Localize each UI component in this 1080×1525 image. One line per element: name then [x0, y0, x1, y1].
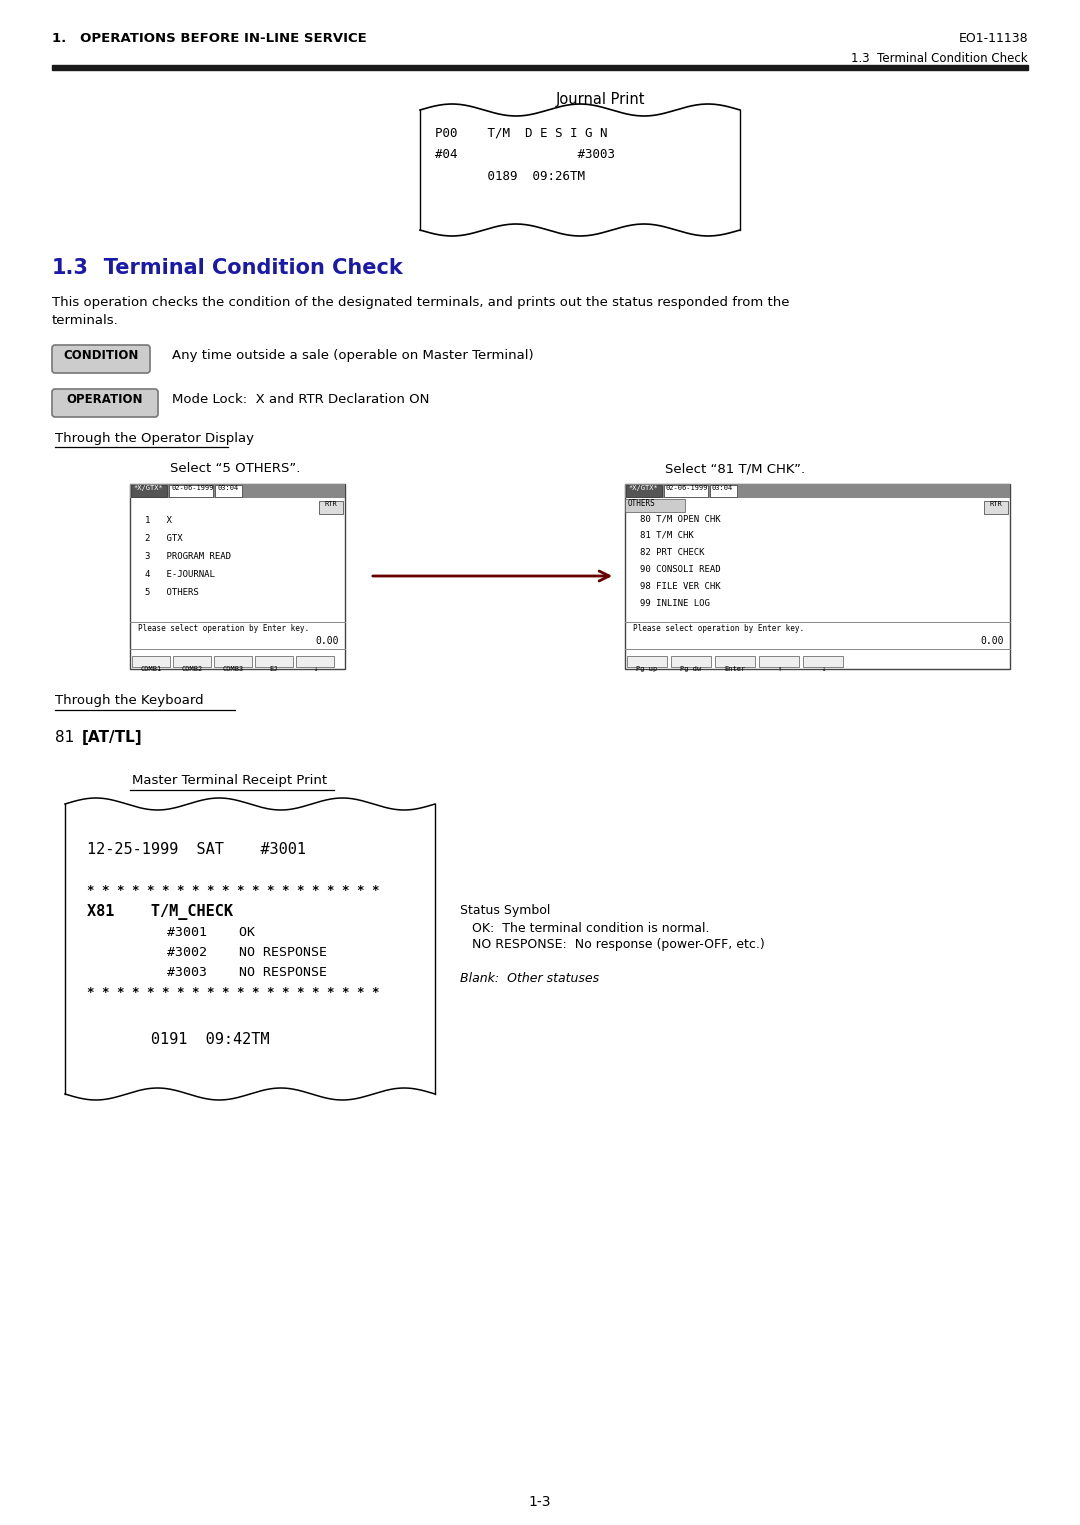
FancyBboxPatch shape	[52, 389, 158, 416]
Text: RTR: RTR	[989, 502, 1002, 506]
Text: OPERATION: OPERATION	[67, 393, 144, 406]
Text: Terminal Condition Check: Terminal Condition Check	[82, 258, 403, 278]
Text: #3002    NO RESPONSE: #3002 NO RESPONSE	[87, 946, 327, 959]
Text: #04                #3003: #04 #3003	[435, 148, 615, 162]
Text: P00    T/M  D E S I G N: P00 T/M D E S I G N	[435, 127, 607, 139]
Bar	[759, 656, 799, 666]
Text: 03:04: 03:04	[217, 485, 239, 491]
Text: 4   E-JOURNAL: 4 E-JOURNAL	[145, 570, 215, 580]
Text: Pg dw: Pg dw	[680, 666, 702, 673]
Bar	[804, 656, 843, 666]
Text: Any time outside a sale (operable on Master Terminal): Any time outside a sale (operable on Mas…	[172, 349, 534, 361]
Text: 03:04: 03:04	[712, 485, 733, 491]
Text: Status Symbol: Status Symbol	[460, 904, 551, 917]
Text: 0191  09:42TM: 0191 09:42TM	[87, 1032, 270, 1048]
Bar	[625, 483, 1010, 499]
Text: NO RESPONSE:  No response (power-OFF, etc.): NO RESPONSE: No response (power-OFF, etc…	[460, 938, 765, 952]
Text: #3003    NO RESPONSE: #3003 NO RESPONSE	[87, 965, 327, 979]
Bar	[296, 656, 334, 666]
Text: ↓: ↓	[313, 666, 318, 673]
Text: 98 FILE VER CHK: 98 FILE VER CHK	[640, 583, 720, 592]
Text: 1.3: 1.3	[52, 258, 89, 278]
Text: 1-3: 1-3	[529, 1494, 551, 1510]
Text: 81 T/M CHK: 81 T/M CHK	[640, 531, 693, 540]
Text: OK:  The terminal condition is normal.: OK: The terminal condition is normal.	[460, 923, 710, 935]
Text: Mode Lock:  X and RTR Declaration ON: Mode Lock: X and RTR Declaration ON	[172, 393, 430, 406]
Text: ↓: ↓	[821, 666, 825, 673]
Text: terminals.: terminals.	[52, 314, 119, 326]
Text: 12-25-1999  SAT    #3001: 12-25-1999 SAT #3001	[87, 842, 306, 857]
Text: Master Terminal Receipt Print: Master Terminal Receipt Print	[133, 775, 327, 787]
Text: 02-06-1999: 02-06-1999	[171, 485, 214, 491]
Bar	[52, 66, 1028, 70]
Text: Through the Operator Display: Through the Operator Display	[55, 432, 254, 445]
Bar	[130, 483, 345, 669]
Bar	[173, 656, 211, 666]
Text: ↑: ↑	[777, 666, 781, 673]
Text: 82 PRT CHECK: 82 PRT CHECK	[640, 547, 704, 557]
Bar	[319, 502, 343, 514]
Text: [AT/TL]: [AT/TL]	[82, 730, 143, 746]
Text: #3001    OK: #3001 OK	[87, 926, 255, 939]
Bar	[215, 485, 242, 497]
Bar	[664, 485, 708, 497]
Text: OTHERS: OTHERS	[627, 499, 656, 508]
Text: 1   X: 1 X	[145, 515, 172, 525]
Text: 5   OTHERS: 5 OTHERS	[145, 589, 199, 596]
FancyBboxPatch shape	[52, 345, 150, 374]
Text: 81: 81	[55, 730, 79, 746]
Bar	[671, 656, 711, 666]
Text: * * * * * * * * * * * * * * * * * * * *: * * * * * * * * * * * * * * * * * * * *	[87, 884, 379, 897]
Text: 1.   OPERATIONS BEFORE IN-LINE SERVICE: 1. OPERATIONS BEFORE IN-LINE SERVICE	[52, 32, 367, 46]
Bar	[255, 656, 293, 666]
Text: 99 INLINE LOG: 99 INLINE LOG	[640, 599, 710, 608]
Text: EO1-11138: EO1-11138	[958, 32, 1028, 46]
Text: Please select operation by Enter key.: Please select operation by Enter key.	[633, 624, 805, 633]
Text: 3   PROGRAM READ: 3 PROGRAM READ	[145, 552, 231, 561]
Text: *X/GTX*: *X/GTX*	[627, 485, 658, 491]
Bar	[626, 485, 662, 497]
Bar	[984, 502, 1008, 514]
Bar	[131, 485, 167, 497]
Text: *X/GTX*: *X/GTX*	[133, 485, 163, 491]
Text: 02-06-1999: 02-06-1999	[666, 485, 708, 491]
Text: Select “5 OTHERS”.: Select “5 OTHERS”.	[170, 462, 300, 474]
Text: Please select operation by Enter key.: Please select operation by Enter key.	[138, 624, 309, 633]
Bar	[715, 656, 755, 666]
Text: * * * * * * * * * * * * * * * * * * * *: * * * * * * * * * * * * * * * * * * * *	[87, 987, 379, 999]
Text: Blank:  Other statuses: Blank: Other statuses	[460, 971, 599, 985]
Text: Enter: Enter	[725, 666, 745, 673]
Bar	[168, 485, 213, 497]
Text: This operation checks the condition of the designated terminals, and prints out : This operation checks the condition of t…	[52, 296, 789, 310]
Text: COMB2: COMB2	[181, 666, 203, 673]
Text: 0.00: 0.00	[315, 636, 339, 647]
Text: Select “81 T/M CHK”.: Select “81 T/M CHK”.	[665, 462, 805, 474]
Text: EJ: EJ	[270, 666, 279, 673]
Text: 0189  09:26TM: 0189 09:26TM	[435, 169, 585, 183]
Text: Journal Print: Journal Print	[555, 92, 645, 107]
Text: 0.00: 0.00	[981, 636, 1004, 647]
Text: RTR: RTR	[325, 502, 337, 506]
Text: Pg up: Pg up	[636, 666, 658, 673]
Text: 90 CONSOLI READ: 90 CONSOLI READ	[640, 564, 720, 573]
Bar	[130, 483, 345, 499]
Bar	[625, 499, 685, 512]
Bar	[627, 656, 667, 666]
Bar	[625, 483, 1010, 669]
Bar	[710, 485, 737, 497]
Bar	[132, 656, 170, 666]
Text: X81    T/M_CHECK: X81 T/M_CHECK	[87, 904, 233, 920]
Text: COMB1: COMB1	[140, 666, 162, 673]
Text: COMB3: COMB3	[222, 666, 244, 673]
Text: Through the Keyboard: Through the Keyboard	[55, 694, 204, 708]
Text: 80 T/M OPEN CHK: 80 T/M OPEN CHK	[640, 514, 720, 523]
Bar	[214, 656, 252, 666]
Text: 2   GTX: 2 GTX	[145, 534, 183, 543]
Text: CONDITION: CONDITION	[64, 349, 138, 361]
Text: 1.3  Terminal Condition Check: 1.3 Terminal Condition Check	[851, 52, 1028, 66]
